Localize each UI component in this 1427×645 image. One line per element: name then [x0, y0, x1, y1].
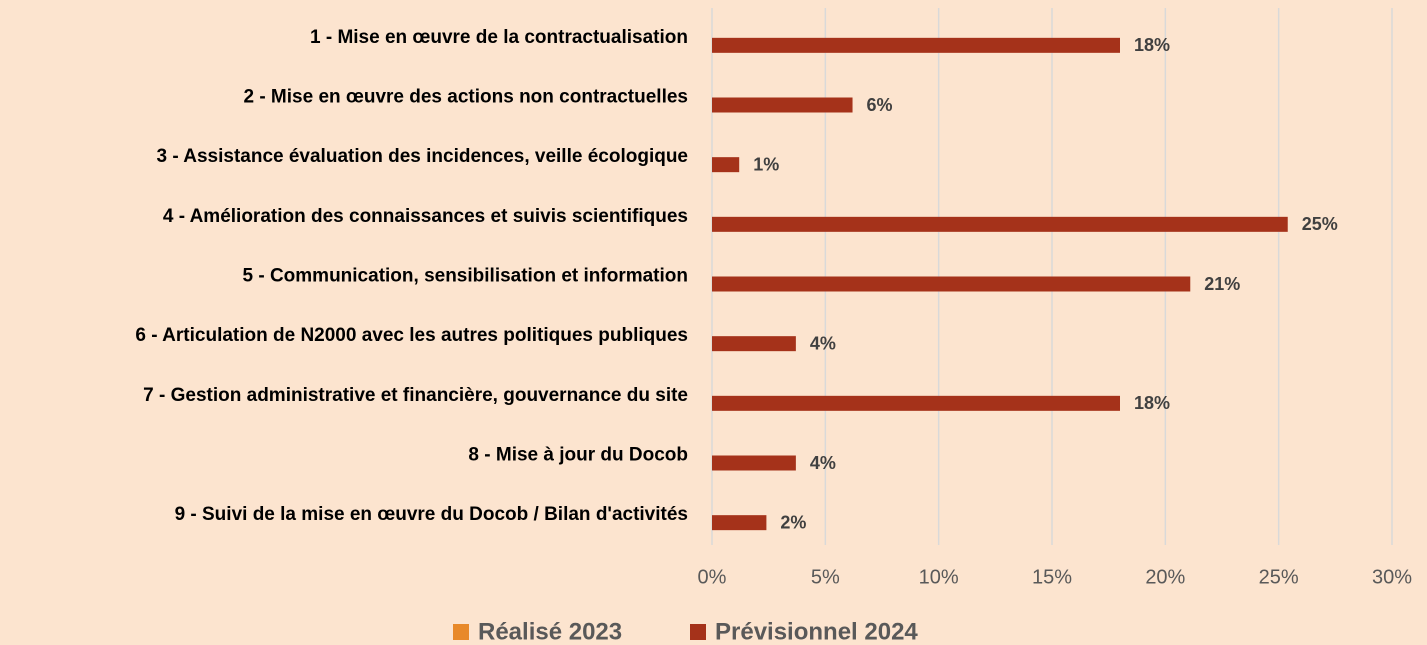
bar	[712, 97, 853, 113]
data-label: 6%	[867, 95, 893, 115]
category-label: 3 - Assistance évaluation des incidences…	[157, 146, 689, 167]
bar	[712, 515, 767, 531]
category-label: 7 - Gestion administrative et financière…	[143, 385, 688, 406]
legend-swatch	[453, 624, 469, 640]
category-label: 8 - Mise à jour du Docob	[468, 445, 688, 466]
x-tick-label: 30%	[1372, 566, 1412, 588]
data-label: 2%	[780, 512, 806, 532]
x-tick-label: 5%	[811, 566, 840, 588]
data-label: 1%	[753, 154, 779, 174]
data-label: 18%	[1134, 35, 1170, 55]
data-label: 4%	[810, 453, 836, 473]
bar	[712, 395, 1120, 411]
legend-label: Prévisionnel 2024	[715, 618, 918, 645]
category-label: 9 - Suivi de la mise en œuvre du Docob /…	[175, 504, 688, 525]
bar	[712, 216, 1288, 232]
data-label: 18%	[1134, 393, 1170, 413]
category-label: 4 - Amélioration des connaissances et su…	[163, 206, 688, 227]
bar	[712, 336, 796, 352]
category-label: 6 - Articulation de N2000 avec les autre…	[135, 325, 688, 346]
bar	[712, 276, 1191, 292]
legend-swatch	[690, 624, 706, 640]
x-tick-label: 10%	[919, 566, 959, 588]
x-tick-label: 0%	[698, 566, 727, 588]
x-tick-label: 15%	[1032, 566, 1072, 588]
legend-label: Réalisé 2023	[478, 618, 622, 645]
category-label: 2 - Mise en œuvre des actions non contra…	[243, 87, 688, 108]
data-label: 25%	[1302, 214, 1338, 234]
x-tick-label: 20%	[1145, 566, 1185, 588]
bar	[712, 37, 1120, 53]
data-label: 21%	[1204, 274, 1240, 294]
category-label: 1 - Mise en œuvre de la contractualisati…	[310, 27, 688, 48]
data-label: 4%	[810, 333, 836, 353]
bar	[712, 157, 740, 173]
category-label: 5 - Communication, sensibilisation et in…	[243, 266, 689, 287]
x-tick-label: 25%	[1259, 566, 1299, 588]
bar	[712, 455, 796, 471]
